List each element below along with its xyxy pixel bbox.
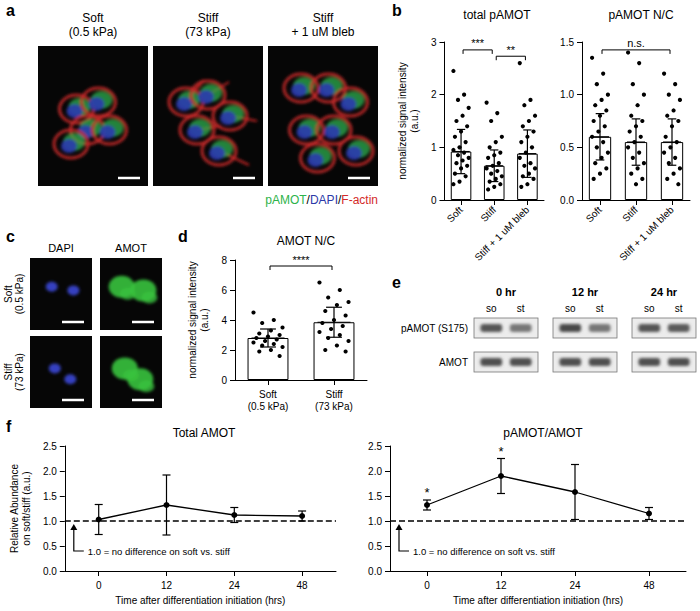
svg-text:pAMOT (S175): pAMOT (S175) xyxy=(401,323,468,334)
svg-text:AMOT N/C: AMOT N/C xyxy=(277,234,336,248)
svg-text:Soft: Soft xyxy=(584,204,604,224)
svg-text:0.0: 0.0 xyxy=(560,195,574,206)
svg-text:e: e xyxy=(392,274,401,291)
svg-text:Relative Abundance: Relative Abundance xyxy=(9,464,20,553)
svg-text:***: *** xyxy=(471,37,485,49)
svg-text:+ 1 uM bleb: + 1 uM bleb xyxy=(291,25,354,39)
svg-text:Time after differentiation ini: Time after differentiation initiation (h… xyxy=(115,595,285,606)
svg-text:st: st xyxy=(517,303,525,314)
svg-text:Soft: Soft xyxy=(82,11,104,25)
svg-text:1.0: 1.0 xyxy=(43,516,57,527)
svg-text:12: 12 xyxy=(161,580,173,591)
svg-text:st: st xyxy=(596,303,604,314)
svg-text:normalized signal intensity: normalized signal intensity xyxy=(397,62,408,179)
svg-text:4: 4 xyxy=(221,315,227,326)
svg-text:Stiff + 1 uM bleb: Stiff + 1 uM bleb xyxy=(617,204,676,263)
svg-text:0: 0 xyxy=(431,195,437,206)
svg-text:(a.u.): (a.u.) xyxy=(199,308,210,331)
svg-text:24: 24 xyxy=(229,580,241,591)
svg-text:Soft: Soft xyxy=(445,204,465,224)
svg-text:(0.5 kPa): (0.5 kPa) xyxy=(14,274,25,315)
svg-text:(a.u.): (a.u.) xyxy=(409,109,420,132)
svg-text:(73 kPa): (73 kPa) xyxy=(315,401,353,412)
svg-text:(73 kPa): (73 kPa) xyxy=(14,353,25,391)
svg-text:Stiff: Stiff xyxy=(3,363,14,380)
svg-text:(0.5 kPa): (0.5 kPa) xyxy=(248,401,289,412)
svg-text:Stiff: Stiff xyxy=(313,11,334,25)
svg-text:2: 2 xyxy=(431,89,437,100)
svg-text:0: 0 xyxy=(221,375,227,386)
svg-text:(73 kPa): (73 kPa) xyxy=(185,25,230,39)
svg-text:1.5: 1.5 xyxy=(43,491,57,502)
svg-text:pAMOT/DAPI/F-actin: pAMOT/DAPI/F-actin xyxy=(265,193,378,207)
svg-text:on soft/stiff (a.u.): on soft/stiff (a.u.) xyxy=(21,471,32,545)
svg-text:6: 6 xyxy=(221,285,227,296)
svg-text:pAMOT/AMOT: pAMOT/AMOT xyxy=(503,426,583,440)
svg-text:12: 12 xyxy=(495,580,507,591)
svg-text:0.0: 0.0 xyxy=(368,566,382,577)
svg-text:24 hr: 24 hr xyxy=(651,286,678,298)
svg-text:Soft: Soft xyxy=(259,389,277,400)
svg-text:n.s.: n.s. xyxy=(627,37,645,49)
svg-text:2.0: 2.0 xyxy=(368,466,382,477)
svg-text:1.0 = no difference on soft vs: 1.0 = no difference on soft vs. stiff xyxy=(413,546,555,557)
svg-text:so: so xyxy=(644,303,655,314)
svg-text:1.0: 1.0 xyxy=(368,516,382,527)
svg-text:st: st xyxy=(675,303,683,314)
svg-text:0: 0 xyxy=(424,580,430,591)
svg-text:a: a xyxy=(6,2,15,19)
svg-text:c: c xyxy=(6,228,15,245)
svg-text:Stiff: Stiff xyxy=(620,204,640,224)
svg-text:3: 3 xyxy=(431,37,437,48)
svg-text:8: 8 xyxy=(221,255,227,266)
svg-text:48: 48 xyxy=(297,580,309,591)
svg-text:0.5: 0.5 xyxy=(560,142,574,153)
svg-text:Soft: Soft xyxy=(3,285,14,303)
svg-text:*: * xyxy=(424,485,429,500)
svg-text:0.5: 0.5 xyxy=(368,541,382,552)
svg-text:2.5: 2.5 xyxy=(368,441,382,452)
svg-text:****: **** xyxy=(292,254,310,266)
svg-text:0.0: 0.0 xyxy=(43,566,57,577)
svg-text:*: * xyxy=(498,444,503,459)
svg-text:2.5: 2.5 xyxy=(43,441,57,452)
svg-text:2: 2 xyxy=(221,345,227,356)
svg-text:2.0: 2.0 xyxy=(43,466,57,477)
svg-text:1.0 = no difference on soft vs: 1.0 = no difference on soft vs. stiff xyxy=(88,546,230,557)
svg-text:1.5: 1.5 xyxy=(560,37,574,48)
svg-text:0.5: 0.5 xyxy=(43,541,57,552)
svg-text:pAMOT N/C: pAMOT N/C xyxy=(608,8,673,22)
svg-text:(0.5 kPa): (0.5 kPa) xyxy=(69,25,118,39)
svg-text:AMOT: AMOT xyxy=(439,357,468,368)
svg-text:Stiff + 1 uM bleb: Stiff + 1 uM bleb xyxy=(472,204,531,263)
svg-text:normalized signal intensity: normalized signal intensity xyxy=(187,261,198,378)
svg-text:Stiff: Stiff xyxy=(198,11,219,25)
svg-text:12 hr: 12 hr xyxy=(572,286,599,298)
svg-text:DAPI: DAPI xyxy=(48,242,74,254)
svg-text:1.5: 1.5 xyxy=(368,491,382,502)
svg-text:so: so xyxy=(486,303,497,314)
svg-text:total pAMOT: total pAMOT xyxy=(463,8,531,22)
svg-text:**: ** xyxy=(507,44,516,56)
svg-text:0 hr: 0 hr xyxy=(496,286,517,298)
svg-text:Total AMOT: Total AMOT xyxy=(173,426,236,440)
svg-text:so: so xyxy=(565,303,576,314)
svg-text:AMOT: AMOT xyxy=(115,242,147,254)
svg-text:Stiff: Stiff xyxy=(325,389,342,400)
svg-text:d: d xyxy=(178,228,188,245)
svg-text:Time after differentiation ini: Time after differentiation initiation (h… xyxy=(453,595,623,606)
svg-text:48: 48 xyxy=(643,580,655,591)
svg-text:1.0: 1.0 xyxy=(560,89,574,100)
svg-text:0: 0 xyxy=(96,580,102,591)
svg-text:b: b xyxy=(392,2,402,19)
svg-text:Stiff: Stiff xyxy=(478,204,498,224)
svg-text:1: 1 xyxy=(431,142,437,153)
svg-text:f: f xyxy=(6,418,12,435)
svg-text:24: 24 xyxy=(569,580,581,591)
